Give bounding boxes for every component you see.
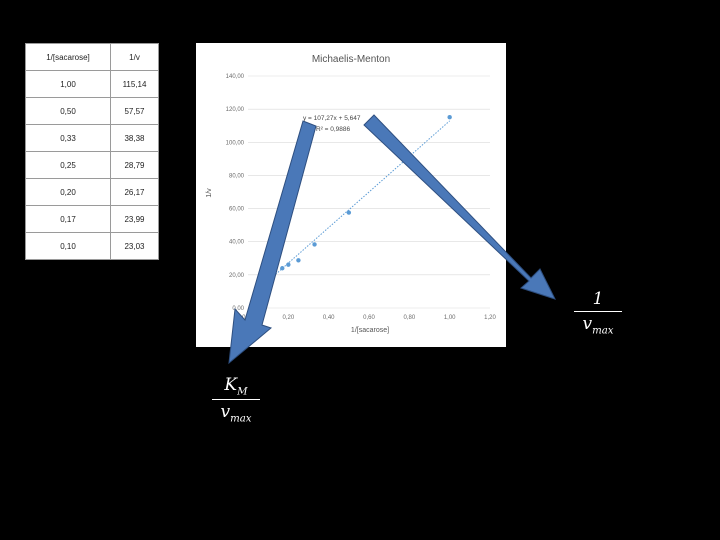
data-point — [280, 266, 285, 271]
trendline — [261, 120, 450, 287]
x-axis-label: 1/[sacarose] — [351, 327, 389, 334]
vmax-subscript: max — [592, 325, 614, 337]
arrow-to-intercept-y-icon — [363, 114, 556, 300]
data-point — [286, 262, 291, 267]
arrow-to-intercept-x-icon — [228, 120, 317, 365]
y-tick-label: 0,00 — [232, 306, 244, 312]
y-tick-label: 80,00 — [229, 173, 245, 179]
chart-title: Michaelis-Menton — [312, 54, 390, 65]
y-tick-label: 40,00 — [229, 240, 245, 246]
x-tick-label: 0,20 — [282, 315, 294, 321]
x-tick-label: 0,60 — [363, 315, 375, 321]
x-tick-label: 1,00 — [444, 315, 456, 321]
table-cell: 0,50 — [25, 97, 111, 125]
km-over-vmax-label: KM vmax — [212, 375, 260, 425]
x-tick-label: 1,20 — [484, 315, 496, 321]
table-cell: 26,17 — [110, 178, 159, 206]
km-subscript: M — [237, 386, 248, 398]
data-table: 1/[sacarose] 1/v 1,00 115,14 0,50 57,57 0,… — [25, 43, 159, 260]
table-row: 1,00 115,14 — [25, 70, 159, 98]
km-symbol: K — [224, 375, 238, 395]
table-cell: 23,99 — [110, 205, 159, 233]
table-row: 0,50 57,57 — [25, 97, 159, 125]
vmax-symbol: v — [220, 402, 231, 423]
table-cell: 23,03 — [110, 232, 159, 260]
table-header-cell: 1/[sacarose] — [25, 43, 111, 71]
table-cell: 115,14 — [110, 70, 159, 98]
table-header-row: 1/[sacarose] 1/v — [25, 43, 159, 71]
y-axis-label: 1/v — [206, 188, 213, 198]
one-numerator: 1 — [592, 289, 604, 309]
x-tick-label: 0,80 — [403, 315, 415, 321]
y-tick-label: 100,00 — [226, 140, 245, 146]
vmax-subscript: max — [230, 413, 252, 425]
data-point — [312, 242, 317, 247]
table-cell: 57,57 — [110, 97, 159, 125]
table-cell: 0,33 — [25, 124, 111, 152]
x-tick-label: 0,40 — [323, 315, 335, 321]
y-tick-label: 140,00 — [226, 74, 245, 80]
y-tick-label: 120,00 — [226, 107, 245, 113]
data-point — [346, 210, 352, 215]
y-tick-label: 20,00 — [229, 273, 245, 279]
chart-panel: Michaelis-Menton 0,00 20,00 40,00 60,00 80,0… — [196, 43, 506, 347]
y-tick-label: 60,00 — [229, 207, 245, 213]
data-point — [296, 258, 301, 263]
vmax-symbol: v — [582, 314, 593, 334]
table-cell: 0,10 — [25, 232, 111, 260]
r-squared-label: R² = 0,9886 — [316, 126, 351, 133]
one-over-vmax-label: 1 vmax — [574, 289, 622, 336]
table-row: 0,33 38,38 — [25, 124, 159, 152]
data-point — [447, 114, 452, 120]
table-cell: 38,38 — [110, 124, 159, 152]
table-row: 0,10 23,03 — [25, 232, 159, 260]
trendline-equation: y = 107,27x + 5,647 — [303, 115, 361, 122]
